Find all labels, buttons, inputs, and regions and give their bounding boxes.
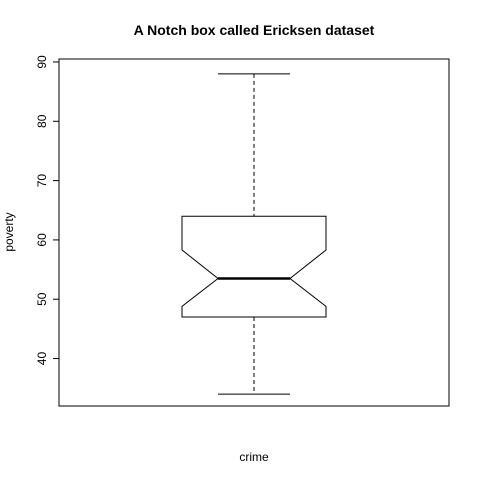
y-tick-label: 70 [35,174,49,188]
y-axis: 40 50 60 70 80 90 [35,55,60,366]
box-body [181,215,327,318]
x-axis-label: crime [239,450,269,464]
y-tick-label: 80 [35,114,49,128]
notched-box [181,73,327,395]
y-tick-label: 60 [35,233,49,247]
chart-title: A Notch box called Ericksen dataset [134,22,375,38]
y-tick-label: 40 [35,352,49,366]
y-tick-label: 50 [35,292,49,306]
y-tick-label: 90 [35,55,49,69]
y-axis-label: poverty [2,212,16,251]
